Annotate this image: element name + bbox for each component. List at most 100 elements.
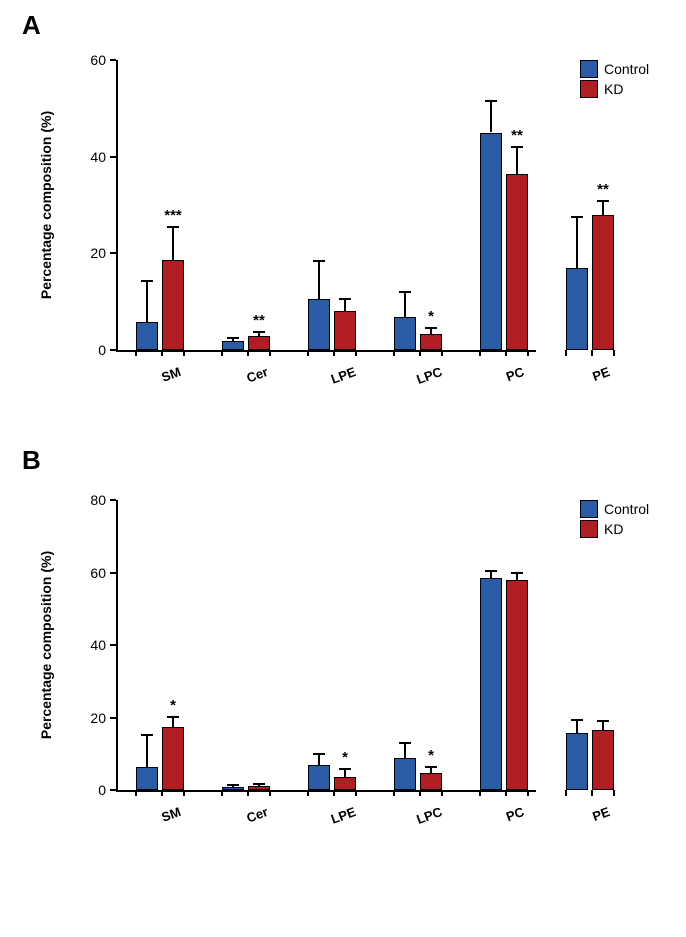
x-tick-label: LPE [329,804,358,827]
x-tick [479,790,481,796]
legend-label: KD [604,521,623,537]
x-tick-label: PE [590,804,611,824]
x-tick-label: SM [159,364,182,385]
legend-item-control: Control [580,500,649,518]
error-bar [576,217,578,268]
significance-marker: ** [511,127,523,144]
x-tick [613,350,615,356]
x-tick-label: Cer [244,364,270,386]
y-tick [110,59,116,61]
y-axis-title: Percentage composition (%) [38,95,54,315]
legend-swatch [580,80,598,98]
error-cap [227,784,239,786]
legend: Control KD [580,60,649,100]
error-bar [602,721,604,730]
error-cap [597,200,609,202]
legend-label: Control [604,501,649,517]
error-bar [490,101,492,132]
x-tick-label: PC [504,364,526,384]
error-cap [227,337,239,339]
significance-marker: ** [253,312,265,329]
x-tick [591,350,593,356]
error-cap [399,291,411,293]
y-tick-label: 60 [76,565,106,581]
error-cap [597,720,609,722]
error-cap [167,226,179,228]
error-cap [253,331,265,333]
error-bar [576,720,578,733]
x-tick-label: PC [504,804,526,824]
y-tick-label: 40 [76,637,106,653]
bar [480,133,502,351]
bar [420,773,442,790]
legend-swatch [580,520,598,538]
x-tick [161,350,163,356]
x-tick [393,790,395,796]
error-cap [511,146,523,148]
bar [566,733,588,790]
y-tick-label: 40 [76,149,106,165]
significance-marker: * [342,749,348,766]
x-tick [247,790,249,796]
bar [394,758,416,790]
error-bar [516,573,518,580]
x-tick [269,790,271,796]
legend-item-kd: KD [580,80,649,98]
error-bar [172,227,174,259]
error-bar [146,281,148,322]
bar [136,322,158,350]
bar [162,727,184,790]
x-axis [116,350,536,352]
bar [248,786,270,790]
y-axis [116,60,118,350]
error-cap [313,753,325,755]
x-tick [505,350,507,356]
error-bar [404,743,406,758]
legend-swatch [580,500,598,518]
error-cap [339,768,351,770]
error-cap [313,260,325,262]
x-tick [307,350,309,356]
legend: Control KD [580,500,649,540]
error-bar [344,769,346,777]
x-axis [116,790,536,792]
error-cap [399,742,411,744]
y-axis [116,500,118,790]
panel-label: A [22,10,41,41]
x-tick-label: LPC [415,804,445,827]
error-bar [172,717,174,727]
y-tick [110,252,116,254]
x-tick-label: LPC [415,364,445,387]
y-tick-label: 0 [76,342,106,358]
x-tick [221,350,223,356]
x-tick [419,790,421,796]
figure-root: A0204060Percentage composition (%)***SM*… [0,0,686,937]
significance-marker: ** [597,181,609,198]
x-tick [527,350,529,356]
y-tick [110,499,116,501]
significance-marker: * [170,697,176,714]
error-cap [141,280,153,282]
legend-label: Control [604,61,649,77]
y-tick-label: 60 [76,52,106,68]
x-tick [269,350,271,356]
error-bar [318,754,320,765]
y-tick [110,717,116,719]
error-cap [167,716,179,718]
y-tick [110,349,116,351]
bar [480,578,502,790]
bar [308,765,330,790]
x-tick [441,350,443,356]
bar [334,311,356,350]
x-tick-label: SM [159,804,182,825]
x-tick [183,350,185,356]
bar [506,174,528,350]
bar [420,334,442,350]
x-tick [479,350,481,356]
y-tick [110,572,116,574]
y-axis-title: Percentage composition (%) [38,535,54,755]
y-tick [110,789,116,791]
error-cap [485,570,497,572]
x-tick [393,350,395,356]
x-tick [527,790,529,796]
